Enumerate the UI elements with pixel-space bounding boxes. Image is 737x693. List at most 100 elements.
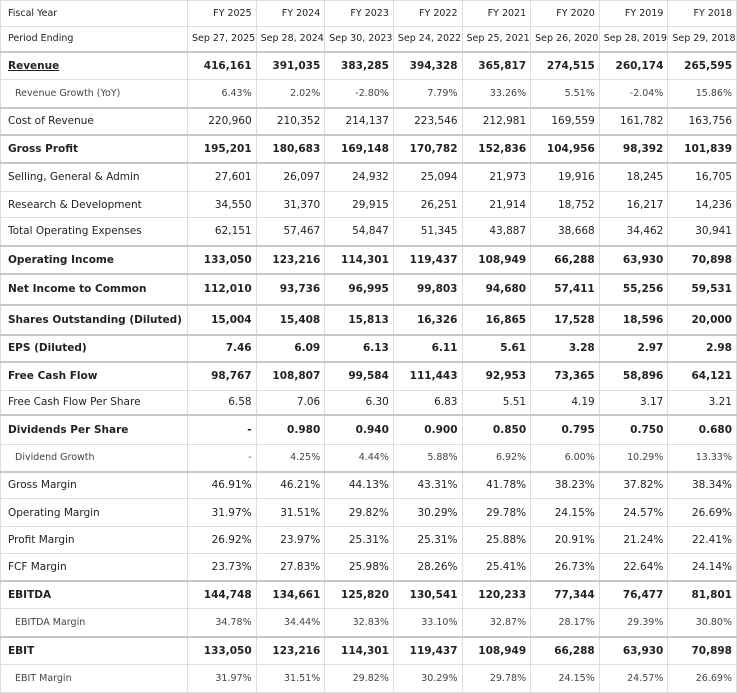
cell-text: 16,217 — [626, 198, 664, 211]
data-row: Operating Income 133,050 123,216 114,301 119… — [0, 244, 737, 274]
data-row: Gross Margin 46.91% 46.21% 44.13% 43.31% 41.7… — [0, 470, 737, 499]
cell-text: Cost of Revenue — [8, 115, 94, 127]
row-label: Shares Outstanding (Diluted) — [0, 303, 188, 335]
cell-text: FY 2022 — [419, 8, 458, 19]
cell-value: 7.46 — [187, 333, 257, 362]
cell-text: Gross Profit — [8, 142, 79, 155]
cell-value: 29.82% — [324, 498, 394, 527]
cell-value: 46.21% — [255, 470, 326, 499]
cell-value: 0.980 — [255, 413, 326, 445]
cell-text: Dividends Per Share — [8, 423, 129, 436]
cell-text: FY 2024 — [281, 8, 321, 19]
cell-text: 26.92% — [211, 534, 252, 546]
cell-text: 24.14% — [691, 560, 732, 573]
cell-text: 32.87% — [489, 616, 527, 628]
cell-value: 6.58 — [187, 390, 257, 415]
cell-text: 7.46 — [225, 342, 252, 354]
cell-text: 133,050 — [203, 644, 252, 657]
cell-text: - — [247, 423, 252, 436]
cell-value: 144,748 — [187, 579, 257, 609]
cell-value: 15,408 — [255, 303, 326, 335]
cell-value: 31.97% — [187, 664, 257, 693]
data-row: Total Operating Expenses 62,151 57,467 54,8… — [0, 217, 737, 246]
cell-value: 123,216 — [255, 635, 326, 665]
cell-text: 260,174 — [615, 59, 664, 72]
cell-text: 93,736 — [279, 283, 321, 295]
cell-text: 17,528 — [554, 313, 595, 326]
cell-value: 25.31% — [392, 526, 463, 554]
data-row: Dividend Growth - 4.25% 4.44% 5.88% 6.92% 6.00… — [0, 444, 737, 472]
cell-text: Free Cash Flow — [8, 370, 98, 383]
cell-text: Gross Margin — [8, 479, 77, 492]
cell-value: 38,668 — [530, 217, 600, 246]
cell-text: Sep 26, 2020 — [535, 33, 599, 45]
cell-text: 31.97% — [211, 506, 252, 519]
cell-text: 51,345 — [420, 225, 458, 238]
cell-text: 66,288 — [554, 253, 595, 266]
cell-text: 15,813 — [348, 313, 389, 326]
data-row: EBITDA Margin 34.78% 34.44% 32.83% 33.10% 32.… — [0, 608, 737, 637]
cell-value: 30.29% — [392, 498, 463, 527]
cell-text: 125,820 — [341, 588, 389, 601]
cell-text: 3.28 — [568, 342, 595, 354]
cell-text: 0.940 — [355, 423, 389, 436]
cell-text: 5.51 — [502, 396, 527, 409]
cell-value: 55,256 — [598, 272, 669, 305]
data-row: Gross Profit 195,201 180,683 169,148 170,782… — [0, 133, 737, 163]
cell-text: 6.83 — [434, 396, 458, 409]
cell-text: EBITDA Margin — [15, 616, 86, 628]
cell-value: 29.78% — [461, 664, 532, 693]
cell-value: 134,661 — [255, 579, 326, 609]
cell-value: 119,437 — [392, 244, 463, 274]
cell-value: 20.91% — [530, 526, 600, 554]
cell-value: 212,981 — [461, 106, 532, 135]
cell-text: 33.26% — [489, 87, 527, 99]
cell-text: 394,328 — [409, 59, 458, 72]
cell-value: 28.26% — [392, 553, 463, 581]
cell-text: 133,050 — [203, 253, 252, 266]
row-label: EBIT Margin — [0, 664, 188, 693]
cell-value: 25.88% — [461, 526, 532, 554]
cell-value: 38.23% — [530, 470, 600, 499]
cell-value: 169,148 — [324, 133, 394, 163]
cell-value: 33.26% — [461, 79, 532, 108]
row-label: Free Cash Flow — [0, 360, 188, 391]
cell-text: 16,865 — [485, 313, 527, 326]
data-row: Selling, General & Admin 27,601 26,097 24,9… — [0, 161, 737, 192]
cell-text: 92,953 — [485, 370, 527, 383]
cell-text: 161,782 — [619, 115, 664, 127]
cell-text: 38,668 — [558, 225, 595, 238]
cell-text: 30.80% — [695, 616, 732, 628]
cell-value: 31,370 — [255, 191, 326, 218]
cell-value: 5.61 — [461, 333, 532, 362]
cell-value: 44.13% — [324, 470, 394, 499]
cell-text: 63,930 — [622, 644, 664, 657]
cell-text: 46.21% — [280, 479, 321, 492]
cell-value: 3.21 — [667, 390, 737, 415]
cell-text: 214,137 — [345, 115, 389, 127]
cell-text: 6.43% — [221, 87, 252, 99]
cell-value: 34.78% — [187, 608, 257, 637]
cell-text: 274,515 — [546, 59, 595, 72]
row-label: Cost of Revenue — [0, 106, 188, 135]
cell-value: 29.82% — [324, 664, 394, 693]
cell-value: 93,736 — [255, 272, 326, 305]
cell-value: 21.24% — [598, 526, 669, 554]
row-label: Operating Income — [0, 244, 188, 274]
cell-text: 63,930 — [622, 253, 664, 266]
cell-text: 99,803 — [416, 283, 458, 295]
cell-text: 29,915 — [352, 198, 389, 211]
cell-text: 33.10% — [421, 616, 458, 628]
cell-value: 57,467 — [255, 217, 326, 246]
cell-value: 70,898 — [667, 635, 737, 665]
cell-text: FY 2018 — [693, 8, 732, 19]
cell-text: 0.900 — [424, 423, 458, 436]
cell-text: 98,392 — [622, 142, 664, 155]
cell-text: 144,748 — [203, 588, 252, 601]
cell-text: 20,000 — [691, 313, 732, 326]
cell-text: 38.23% — [554, 479, 595, 492]
cell-value: 274,515 — [530, 50, 600, 80]
cell-value: 34.44% — [255, 608, 326, 637]
cell-text: 195,201 — [203, 142, 252, 155]
cell-text: 170,782 — [409, 142, 458, 155]
